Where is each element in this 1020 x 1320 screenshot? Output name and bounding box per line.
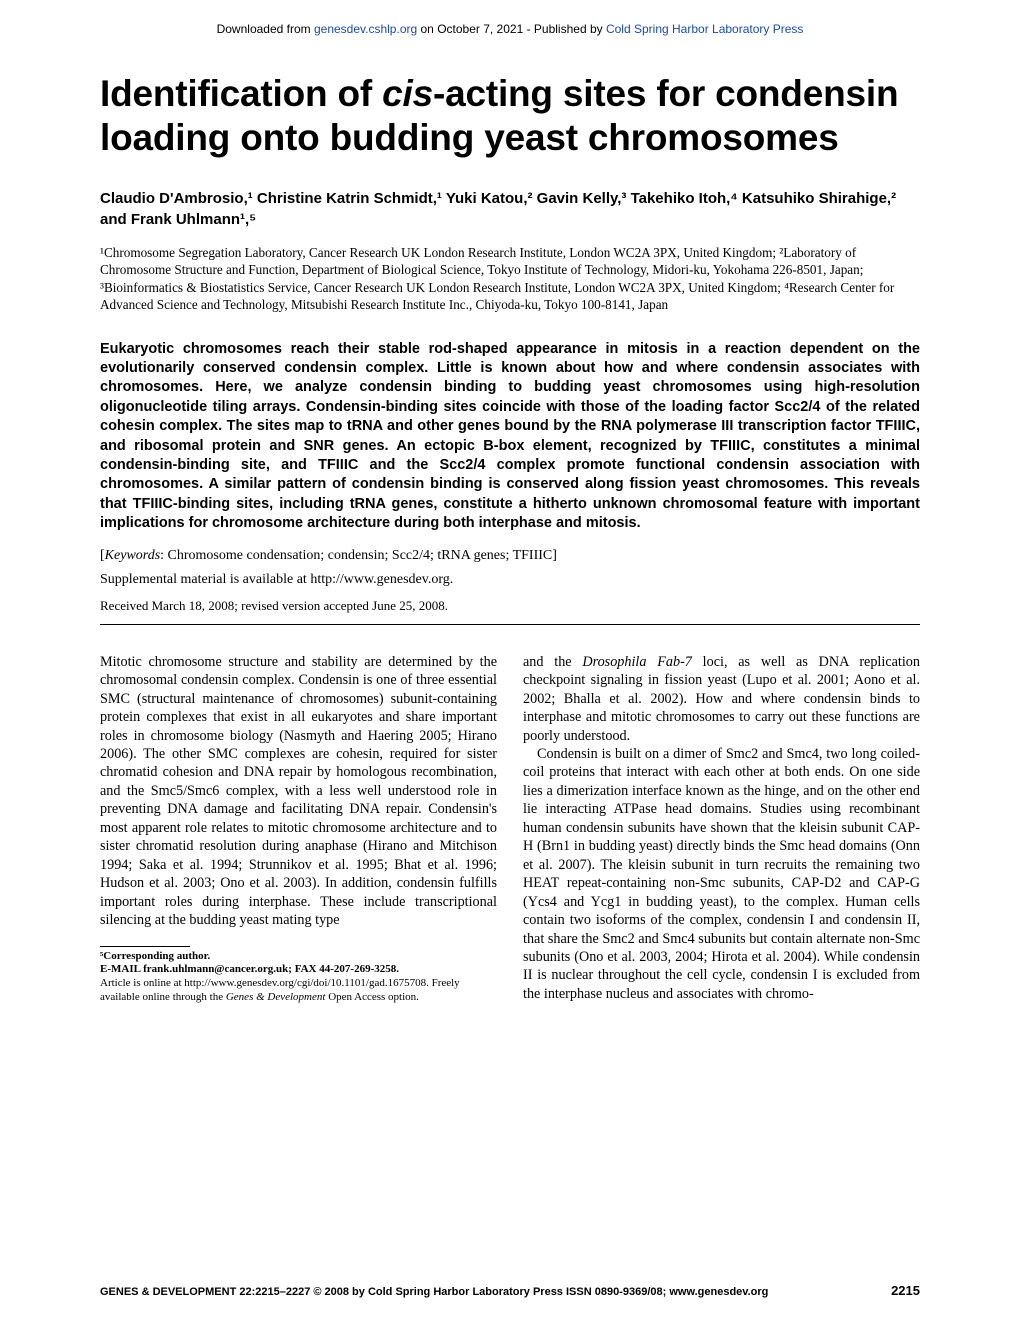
keywords-label: Keywords: [105, 548, 160, 563]
corresponding-email: E-MAIL frank.uhlmann@cancer.org.uk; FAX …: [100, 963, 497, 977]
banner-prefix: Downloaded from: [217, 22, 314, 36]
paper-page: Downloaded from genesdev.cshlp.org on Oc…: [0, 0, 1020, 1320]
corresponding-author: ⁵Corresponding author.: [100, 950, 497, 964]
affiliations: ¹Chromosome Segregation Laboratory, Canc…: [100, 244, 920, 314]
supplementary-line: Supplemental material is available at ht…: [100, 572, 920, 588]
footer-citation: GENES & DEVELOPMENT 22:2215–2227 © 2008 …: [100, 1286, 873, 1298]
right-p1-ital: Drosophila Fab-7: [582, 654, 692, 670]
authors: Claudio D'Ambrosio,¹ Christine Katrin Sc…: [100, 189, 920, 230]
banner-link-2[interactable]: Cold Spring Harbor Laboratory Press: [606, 22, 803, 36]
keywords-line: [Keywords: Chromosome condensation; cond…: [100, 548, 920, 564]
right-paragraph-2: Condensin is built on a dimer of Smc2 an…: [523, 745, 920, 1003]
banner-link-1[interactable]: genesdev.cshlp.org: [314, 22, 417, 36]
right-p1-pre: and the: [523, 654, 582, 670]
article-online: Article is online at http://www.genesdev…: [100, 977, 497, 1005]
title-cis: cis: [382, 73, 433, 114]
journal-name: Genes & Development: [226, 991, 326, 1003]
body-columns: Mitotic chromosome structure and stabili…: [100, 653, 920, 1005]
corresponding-block: ⁵Corresponding author. E-MAIL frank.uhlm…: [100, 946, 497, 1005]
paper-title: Identification of cis-acting sites for c…: [100, 72, 920, 159]
title-pre: Identification of: [100, 73, 382, 114]
keywords-text: : Chromosome condensation; condensin; Sc…: [160, 548, 557, 563]
left-column: Mitotic chromosome structure and stabili…: [100, 653, 497, 1005]
abstract: Eukaryotic chromosomes reach their stabl…: [100, 340, 920, 534]
left-paragraph-1: Mitotic chromosome structure and stabili…: [100, 653, 497, 930]
footnote-rule: [100, 946, 190, 947]
download-banner: Downloaded from genesdev.cshlp.org on Oc…: [100, 22, 920, 36]
banner-middle: on October 7, 2021 - Published by: [417, 22, 606, 36]
right-paragraph-1: and the Drosophila Fab-7 loci, as well a…: [523, 653, 920, 745]
article-online-post: Open Access option.: [325, 991, 418, 1003]
footer-page-number: 2215: [891, 1283, 920, 1298]
page-footer: GENES & DEVELOPMENT 22:2215–2227 © 2008 …: [100, 1283, 920, 1298]
right-column: and the Drosophila Fab-7 loci, as well a…: [523, 653, 920, 1005]
separator-rule: [100, 624, 920, 625]
received-line: Received March 18, 2008; revised version…: [100, 598, 920, 614]
